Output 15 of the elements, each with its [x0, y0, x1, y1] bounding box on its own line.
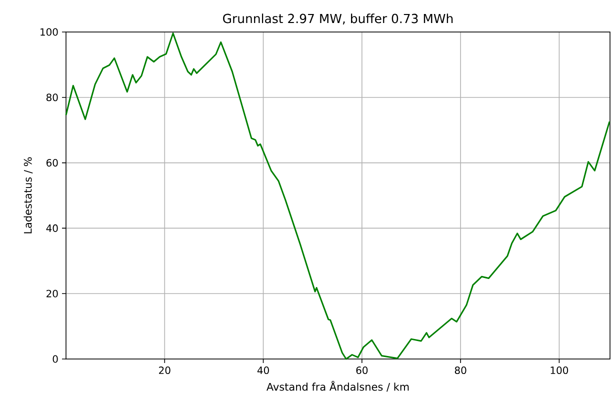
chart-title: Grunnlast 2.97 MW, buffer 0.73 MWh	[223, 14, 453, 25]
y-tick-label: 0	[52, 355, 58, 363]
y-axis-title: Ladestatus / %	[24, 157, 33, 234]
line-series	[65, 32, 610, 360]
x-tick-label: 60	[356, 366, 368, 374]
y-tick-label: 80	[46, 94, 58, 102]
x-tick-label: 100	[550, 366, 568, 374]
y-tick-label: 20	[46, 290, 58, 298]
y-tick-label: 40	[46, 224, 58, 232]
x-axis-title: Avstand fra Åndalsnes / km	[266, 380, 409, 392]
y-tick-label: 100	[40, 28, 58, 36]
x-tick-label: 20	[159, 366, 170, 374]
x-tick-label: 80	[454, 366, 466, 374]
y-tick-label: 60	[46, 159, 58, 167]
x-tick-label: 40	[257, 366, 269, 374]
